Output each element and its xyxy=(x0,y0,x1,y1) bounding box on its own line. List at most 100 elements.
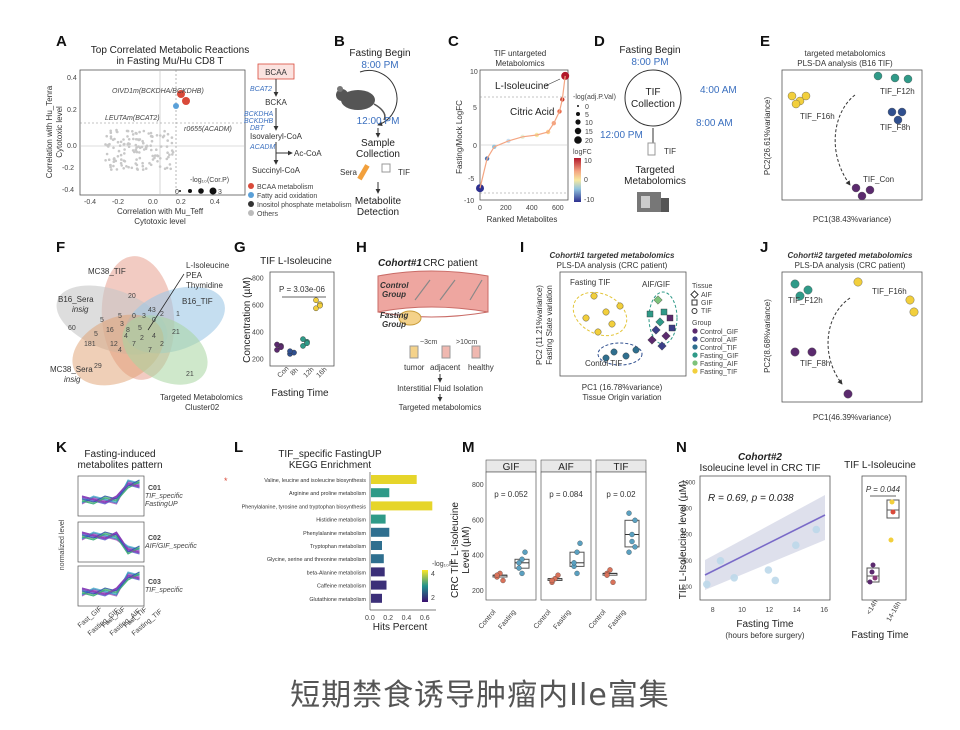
sera-tube-icon xyxy=(357,164,370,181)
panel-k-xticks: Fast_GIF Fasting_GIF Fast_AIF Fasting_AI… xyxy=(77,605,164,637)
venn-count: 5 xyxy=(100,317,104,324)
tumor-label: tumor xyxy=(404,363,425,372)
a-gray-point xyxy=(119,161,123,165)
a-gray-point xyxy=(144,147,148,151)
d-time-8am: 8:00 AM xyxy=(696,118,733,129)
panel-j-points xyxy=(790,277,919,399)
facet-point xyxy=(610,579,616,585)
point-r0655 xyxy=(173,103,179,109)
kegg-bar xyxy=(371,554,384,564)
a-gray-point xyxy=(161,135,165,139)
a-gray-point xyxy=(109,163,112,167)
n-point xyxy=(771,576,780,585)
a-gray-point xyxy=(158,165,162,168)
cohort1-title: Cohort#1 xyxy=(378,258,422,269)
a-gray-point xyxy=(122,138,125,141)
a-gray-point xyxy=(138,156,142,160)
j-point xyxy=(843,389,853,399)
g-xtick-8h: 8h xyxy=(289,367,300,378)
cluster-c02: C02 xyxy=(148,535,161,542)
sample-collection-time: 12:00 PM xyxy=(357,116,400,127)
pathway-enzyme-dbt: DBT xyxy=(250,125,265,132)
i-point-tif xyxy=(594,328,602,336)
venn-label-mc38-sera: MC38_Sera xyxy=(50,365,93,374)
i-point-aif xyxy=(661,331,671,341)
i-point-tif xyxy=(602,354,610,362)
panel-label-k: K xyxy=(56,439,67,456)
facet-xtick: Control xyxy=(533,608,553,630)
e-point xyxy=(890,73,900,83)
a-gray-point xyxy=(131,149,135,152)
panel-a-plot-area xyxy=(79,69,246,196)
a-gray-point xyxy=(141,139,144,143)
i-label-control-tif: Contol TIF xyxy=(585,359,622,368)
j-label-f8h: TIF_F8h xyxy=(800,359,830,368)
n-point xyxy=(812,525,821,534)
venn-label-b16-tif: B16_TIF xyxy=(182,297,213,306)
panel-e-plot-area xyxy=(781,69,923,201)
kegg-bar xyxy=(371,541,382,550)
a-gray-point xyxy=(170,149,174,152)
venn-count: 7 xyxy=(148,347,152,354)
a-ytick-3: 0.0 xyxy=(67,143,77,150)
facet-point xyxy=(519,570,525,577)
facet-point xyxy=(555,572,561,578)
colon-illustration xyxy=(377,270,489,326)
a-gray-point xyxy=(151,135,154,138)
panel-label-n: N xyxy=(676,439,687,456)
panel-e-xlabel: PC1(38.43%variance) xyxy=(813,215,892,224)
panel-a-gray-points xyxy=(104,128,175,171)
j-point xyxy=(790,347,800,357)
panel-e: E targeted metabolomics PLS-DA analysis … xyxy=(760,33,923,224)
a-gray-point xyxy=(112,160,116,163)
panel-label-j: J xyxy=(760,239,768,256)
facet-point xyxy=(626,510,632,516)
confidence-band xyxy=(705,495,825,590)
panel-g-xticks: Con 8h 12h 16h xyxy=(276,365,328,379)
d-time-4am: 4:00 AM xyxy=(700,85,737,96)
g-ytick: 200 xyxy=(252,356,264,363)
venn-label-b16-sera: B16_Sera xyxy=(58,295,94,304)
logfc-curve-line xyxy=(479,75,566,189)
kegg-xtick: 0.2 xyxy=(383,615,393,622)
n-xtick: 14 xyxy=(793,607,801,614)
panel-j-title-1: Cohort#2 targeted metabolomics xyxy=(788,251,913,260)
panel-n-xlabel-2: (hours before surgery) xyxy=(725,631,804,640)
a-gray-point xyxy=(118,144,122,147)
annotation-r0655: r0655(ACADM) xyxy=(184,126,232,133)
facet-pvalue: p = 0.02 xyxy=(606,490,636,499)
e-point xyxy=(801,91,811,101)
a-gray-point xyxy=(153,156,156,160)
panel-a-ylabel-1: Correlation with Hu_Tenra xyxy=(45,85,54,178)
pathway-bcka: BCKA xyxy=(265,98,287,107)
panel-a: A Top Correlated Metabolic Reactions in … xyxy=(45,33,352,226)
group-legend-dot xyxy=(692,328,698,334)
a-gray-point xyxy=(120,164,123,167)
a-gray-point xyxy=(104,143,107,146)
distance-10cm: >10cm xyxy=(456,339,477,346)
i-point-tif xyxy=(622,352,630,360)
cluster-c01-desc2: FastingUP xyxy=(145,501,178,508)
venn-count: 0 xyxy=(132,313,136,320)
a-gray-point xyxy=(107,158,111,161)
facet-title: GIF xyxy=(503,462,520,473)
panel-n-xlabel-1: Fasting Time xyxy=(736,619,794,630)
panel-i-ylabel-1: PC2 (11.21%variance) xyxy=(535,285,544,365)
i-point-gif xyxy=(666,314,674,322)
a-xtick-2: -0.2 xyxy=(112,199,124,206)
m-ytick: 800 xyxy=(472,482,484,489)
timeline-arc xyxy=(359,70,398,127)
kegg-bar xyxy=(371,514,386,524)
i-point-tif xyxy=(602,308,610,316)
d-tif-label: TIF xyxy=(646,87,661,98)
g-point-12h xyxy=(304,340,310,347)
a-ytick-2: 0.2 xyxy=(67,107,77,114)
legend-others: Others xyxy=(257,211,279,218)
panel-c-title-1: TIF untargeted xyxy=(494,49,546,58)
d-fasting-begin: Fasting Begin xyxy=(619,45,680,56)
group-legend-dot xyxy=(692,368,698,374)
a-gray-point xyxy=(112,146,115,150)
kegg-bar xyxy=(371,593,382,603)
